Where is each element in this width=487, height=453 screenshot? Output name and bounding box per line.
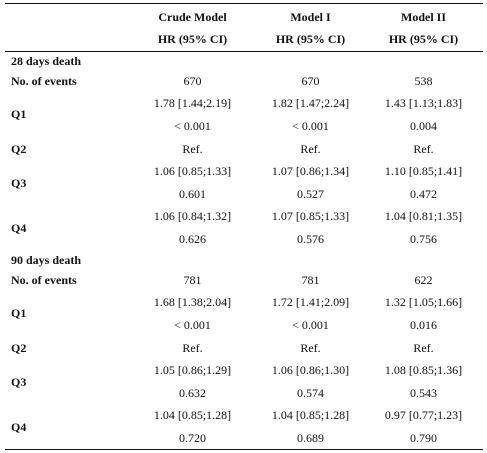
hr-value: 1.06 [0.84;1.32] (153, 209, 232, 223)
hr-value: 1.06 [0.85;1.33] (153, 164, 232, 178)
hr-value: Ref. (413, 142, 434, 156)
row-label-q4: Q4 (11, 221, 27, 235)
hr-value: Ref. (182, 341, 203, 355)
col-subheader-model-ii: HR (95% CI) (388, 32, 459, 46)
section-title: 90 days death (11, 253, 82, 267)
hr-value: 1.07 [0.86;1.34] (271, 164, 350, 178)
hr-value: 1.32 [1.05;1.66] (384, 295, 463, 309)
p-value: < 0.001 (292, 318, 329, 332)
col-header-model-ii: Model II (401, 10, 446, 24)
events-value: 781 (301, 273, 320, 287)
p-value: 0.527 (297, 187, 324, 201)
p-value: 0.626 (179, 232, 206, 246)
hr-value: 1.82 [1.47;2.24] (271, 96, 350, 110)
col-header-model-i: Model I (290, 10, 331, 24)
p-value: < 0.001 (292, 119, 329, 133)
p-value: 0.543 (410, 386, 437, 400)
p-value: 0.720 (179, 431, 206, 445)
p-value: 0.004 (410, 119, 437, 133)
hr-value: 1.04 [0.85;1.28] (271, 408, 350, 422)
col-subheader-crude: HR (95% CI) (157, 32, 228, 46)
hr-value: 1.08 [0.85;1.36] (384, 363, 463, 377)
row-label-q3: Q3 (11, 375, 27, 389)
events-value: 538 (414, 74, 433, 88)
p-value: 0.574 (297, 386, 324, 400)
row-label-q2: Q2 (11, 341, 27, 355)
table-top-rule (5, 3, 483, 4)
row-label-q3: Q3 (11, 176, 27, 190)
col-subheader-model-i: HR (95% CI) (275, 32, 346, 46)
col-header-crude-model: Crude Model (158, 10, 227, 24)
hr-value: 1.72 [1.41;2.09] (271, 295, 350, 309)
hr-value: 1.04 [0.85;1.28] (153, 408, 232, 422)
hr-value: 1.07 [0.85;1.33] (271, 209, 350, 223)
row-label-events: No. of events (11, 273, 77, 287)
row-label-q2: Q2 (11, 142, 27, 156)
p-value: 0.472 (410, 187, 437, 201)
p-value: < 0.001 (174, 119, 211, 133)
hr-value: 0.97 [0.77;1.23] (384, 408, 463, 422)
p-value: 0.790 (410, 431, 437, 445)
section-title: 28 days death (11, 54, 82, 68)
hr-value: 1.68 [1.38;2.04] (153, 295, 232, 309)
row-label-q1: Q1 (11, 306, 27, 320)
p-value: 0.689 (297, 431, 324, 445)
row-label-events: No. of events (11, 74, 77, 88)
p-value: 0.576 (297, 232, 324, 246)
hr-value: 1.43 [1.13;1.83] (384, 96, 463, 110)
table-bottom-rule (5, 449, 483, 450)
p-value: 0.016 (410, 318, 437, 332)
hr-value: 1.10 [0.85;1.41] (384, 164, 463, 178)
events-value: 670 (183, 74, 202, 88)
hr-value: 1.04 [0.81;1.35] (384, 209, 463, 223)
hr-value: 1.78 [1.44;2.19] (153, 96, 232, 110)
p-value: < 0.001 (174, 318, 211, 332)
row-label-q1: Q1 (11, 107, 27, 121)
p-value: 0.632 (179, 386, 206, 400)
row-label-q4: Q4 (11, 420, 27, 434)
hr-value: Ref. (300, 142, 321, 156)
hr-value: Ref. (300, 341, 321, 355)
events-value: 781 (183, 273, 202, 287)
events-value: 622 (414, 273, 433, 287)
hr-value: Ref. (182, 142, 203, 156)
hr-value: 1.06 [0.86;1.30] (271, 363, 350, 377)
header-rule (5, 51, 483, 52)
p-value: 0.756 (410, 232, 437, 246)
hr-value: Ref. (413, 341, 434, 355)
p-value: 0.601 (179, 187, 206, 201)
events-value: 670 (301, 74, 320, 88)
hr-value: 1.05 [0.86;1.29] (153, 363, 232, 377)
